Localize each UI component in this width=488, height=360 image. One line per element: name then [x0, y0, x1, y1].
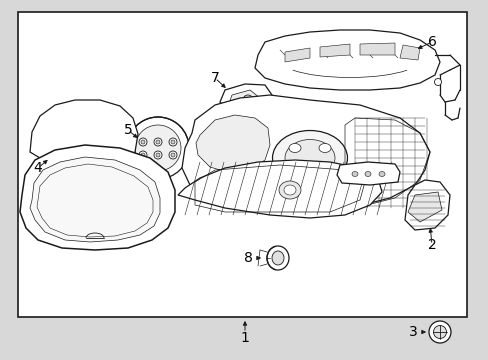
Polygon shape: [404, 180, 449, 230]
Bar: [18, 12, 466, 317]
Polygon shape: [319, 44, 349, 57]
Ellipse shape: [433, 325, 446, 338]
Ellipse shape: [364, 171, 370, 176]
Ellipse shape: [318, 163, 330, 172]
Ellipse shape: [288, 144, 301, 153]
Ellipse shape: [141, 140, 145, 144]
Text: 2: 2: [427, 238, 435, 252]
Ellipse shape: [378, 171, 384, 176]
Polygon shape: [285, 48, 309, 62]
Ellipse shape: [169, 138, 177, 146]
Ellipse shape: [171, 153, 175, 157]
Text: 1: 1: [240, 331, 249, 345]
Text: 8: 8: [243, 251, 252, 265]
Polygon shape: [399, 45, 419, 60]
Ellipse shape: [285, 140, 334, 176]
Ellipse shape: [154, 138, 162, 146]
Polygon shape: [359, 43, 394, 55]
Polygon shape: [336, 162, 399, 185]
Text: 3: 3: [408, 325, 417, 339]
Ellipse shape: [169, 151, 177, 159]
Polygon shape: [30, 100, 138, 174]
Ellipse shape: [245, 98, 250, 103]
Ellipse shape: [135, 125, 181, 171]
Text: 6: 6: [427, 35, 436, 49]
Ellipse shape: [139, 138, 147, 146]
Text: 7: 7: [210, 71, 219, 85]
Polygon shape: [407, 192, 441, 222]
Ellipse shape: [272, 131, 347, 185]
Ellipse shape: [171, 140, 175, 144]
Polygon shape: [178, 160, 381, 218]
Ellipse shape: [284, 185, 295, 195]
Polygon shape: [20, 145, 175, 250]
Ellipse shape: [271, 251, 284, 265]
Ellipse shape: [141, 153, 145, 157]
Ellipse shape: [279, 181, 301, 199]
Polygon shape: [254, 30, 439, 90]
Ellipse shape: [139, 151, 147, 159]
Ellipse shape: [243, 95, 252, 105]
Ellipse shape: [351, 171, 357, 176]
Ellipse shape: [434, 78, 441, 86]
Text: 4: 4: [34, 161, 42, 175]
Polygon shape: [196, 115, 269, 173]
Ellipse shape: [288, 163, 301, 172]
Text: 5: 5: [123, 123, 132, 137]
Polygon shape: [220, 84, 271, 115]
Polygon shape: [30, 157, 160, 242]
Ellipse shape: [318, 144, 330, 153]
Ellipse shape: [266, 246, 288, 270]
Ellipse shape: [428, 321, 450, 343]
Ellipse shape: [127, 117, 189, 179]
Ellipse shape: [156, 140, 160, 144]
Ellipse shape: [154, 151, 162, 159]
Ellipse shape: [156, 153, 160, 157]
Polygon shape: [227, 90, 260, 112]
Polygon shape: [182, 95, 429, 213]
